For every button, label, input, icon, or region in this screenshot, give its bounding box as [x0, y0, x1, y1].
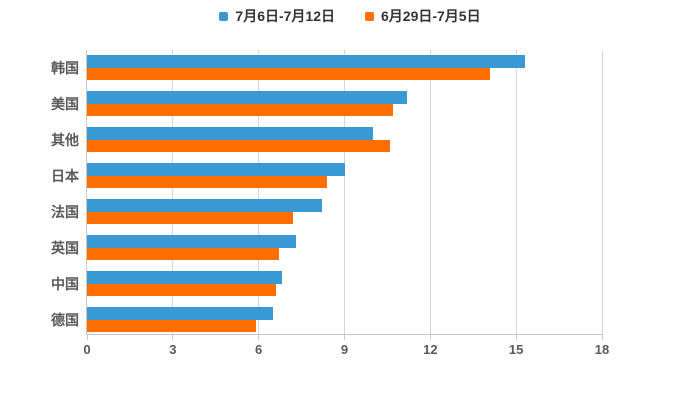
x-tick-0 — [86, 334, 88, 340]
x-tick-12 — [429, 334, 431, 340]
bar-series1-英国[interactable] — [87, 235, 296, 248]
plot-area: 0 3 6 9 12 15 18 — [83, 50, 609, 356]
legend-swatch-icon — [365, 11, 374, 21]
bar-series1-法国[interactable] — [87, 199, 322, 212]
bar-series1-德国[interactable] — [87, 307, 273, 320]
bar-series2-美国[interactable] — [87, 104, 394, 116]
category-label-法国: 法国 — [51, 203, 79, 220]
legend-swatch-icon — [219, 11, 229, 21]
gridline-x-12 — [429, 50, 431, 334]
x-tick-18 — [601, 334, 603, 340]
gridline-x-9 — [344, 50, 345, 334]
category-label-英国: 英国 — [51, 239, 79, 256]
gridline-x-15 — [515, 50, 517, 334]
bar-series2-韩国[interactable] — [87, 68, 491, 80]
bar-series1-韩国[interactable] — [87, 55, 525, 68]
category-label-韩国: 韩国 — [51, 59, 79, 76]
x-tick-label: 6 — [255, 342, 263, 357]
x-tick-label: 12 — [423, 342, 438, 357]
x-tick-label: 9 — [340, 342, 349, 357]
bar-series1-中国[interactable] — [87, 271, 282, 284]
gridline-x-18 — [601, 50, 603, 334]
bar-series1-日本[interactable] — [87, 163, 345, 176]
x-tick-label: 3 — [169, 342, 177, 357]
bar-series2-德国[interactable] — [87, 320, 256, 332]
bar-series2-其他[interactable] — [87, 140, 391, 152]
bar-series2-法国[interactable] — [87, 212, 293, 224]
bar-series2-日本[interactable] — [87, 176, 328, 188]
category-label-其他: 其他 — [51, 131, 79, 148]
bar-series2-英国[interactable] — [87, 248, 279, 260]
x-tick-9 — [344, 334, 345, 340]
x-tick-label: 0 — [83, 342, 91, 357]
legend-label: 7月6日-7月12日 — [235, 8, 335, 24]
category-label-德国: 德国 — [51, 311, 79, 328]
legend-item-1[interactable]: 7月6日-7月12日 — [219, 6, 335, 26]
category-label-中国: 中国 — [51, 275, 79, 292]
x-tick-3 — [172, 334, 174, 340]
bar-series1-其他[interactable] — [87, 127, 374, 140]
legend-label: 6月29日-7月5日 — [381, 8, 481, 24]
category-label-美国: 美国 — [51, 95, 79, 112]
x-tick-6 — [258, 334, 260, 340]
x-tick-label: 18 — [594, 342, 610, 357]
gridline-x-3 — [172, 50, 174, 334]
gridline-x-6 — [258, 50, 260, 334]
x-tick-15 — [515, 334, 517, 340]
legend-item-2[interactable]: 6月29日-7月5日 — [365, 6, 481, 26]
x-tick-label: 15 — [508, 342, 524, 357]
bar-series1-美国[interactable] — [87, 91, 408, 104]
category-label-日本: 日本 — [51, 167, 79, 184]
bar-series2-中国[interactable] — [87, 284, 276, 296]
legend: 7月6日-7月12日 6月29日-7月5日 — [0, 6, 700, 26]
